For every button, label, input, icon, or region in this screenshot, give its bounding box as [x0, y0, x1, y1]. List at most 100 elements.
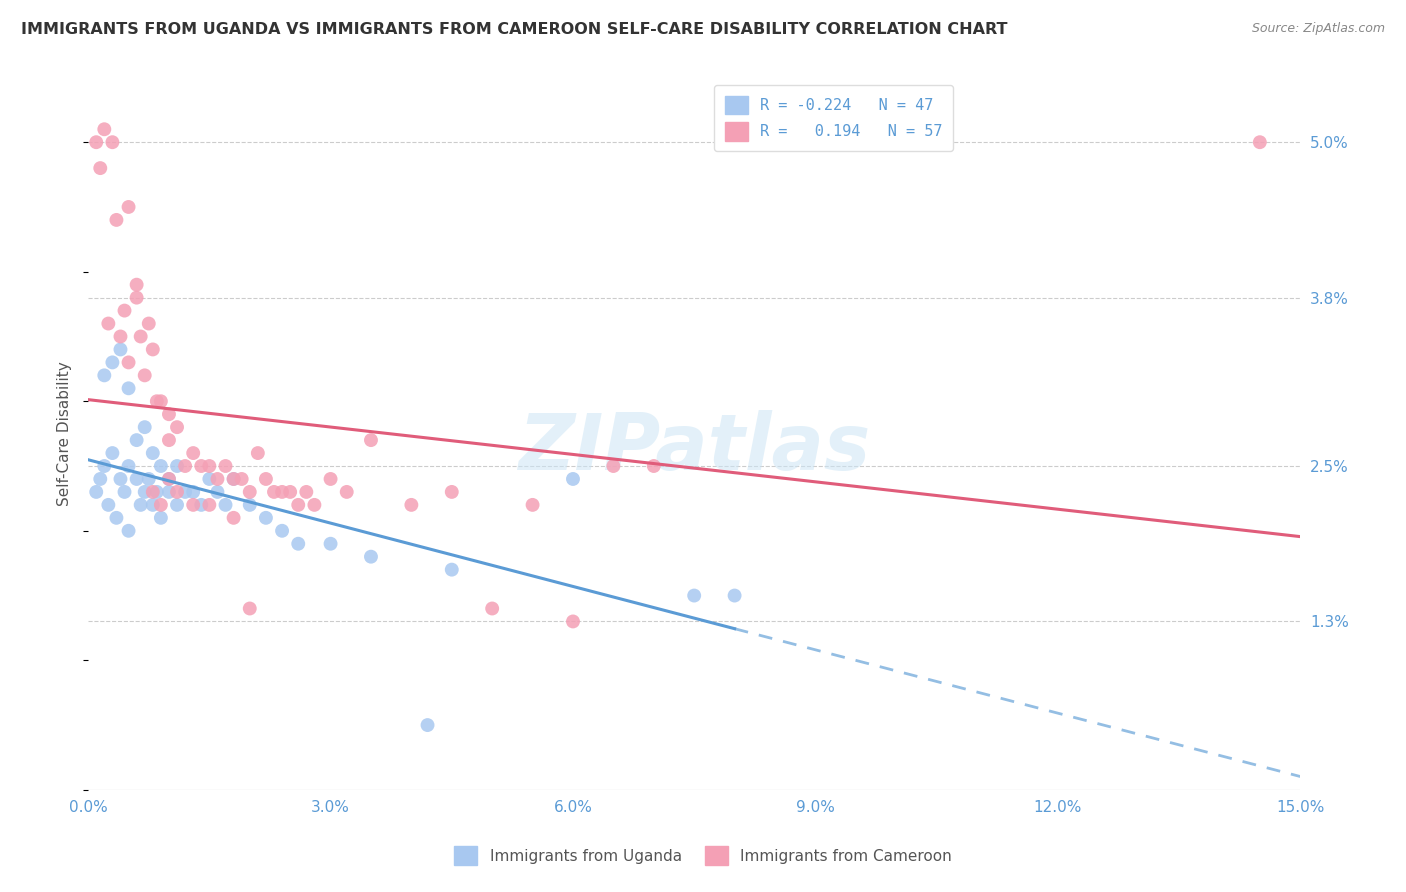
Point — [110, 472, 132, 486]
Point — [166, 420, 188, 434]
Point — [481, 601, 503, 615]
Point — [146, 484, 169, 499]
Point — [101, 135, 124, 149]
Point — [110, 343, 132, 357]
Point — [146, 394, 169, 409]
Point — [198, 472, 221, 486]
Point — [271, 524, 294, 538]
Point — [134, 420, 156, 434]
Point — [117, 381, 139, 395]
Point — [97, 498, 120, 512]
Point — [157, 407, 180, 421]
Point — [101, 355, 124, 369]
Point — [222, 472, 245, 486]
Point — [190, 498, 212, 512]
Point — [117, 524, 139, 538]
Text: Source: ZipAtlas.com: Source: ZipAtlas.com — [1251, 22, 1385, 36]
Point — [254, 511, 277, 525]
Point — [149, 498, 172, 512]
Point — [89, 161, 111, 175]
Point — [360, 549, 382, 564]
Point — [149, 511, 172, 525]
Point — [149, 394, 172, 409]
Text: IMMIGRANTS FROM UGANDA VS IMMIGRANTS FROM CAMEROON SELF-CARE DISABILITY CORRELAT: IMMIGRANTS FROM UGANDA VS IMMIGRANTS FRO… — [21, 22, 1008, 37]
Point — [93, 368, 115, 383]
Point — [336, 484, 359, 499]
Point — [239, 601, 262, 615]
Point — [157, 472, 180, 486]
Point — [84, 135, 107, 149]
Point — [287, 498, 309, 512]
Point — [198, 458, 221, 473]
Point — [181, 498, 204, 512]
Y-axis label: Self-Care Disability: Self-Care Disability — [58, 361, 72, 506]
Point — [207, 472, 229, 486]
Point — [222, 511, 245, 525]
Point — [129, 329, 152, 343]
Point — [287, 537, 309, 551]
Point — [304, 498, 326, 512]
Point — [117, 458, 139, 473]
Point — [263, 484, 285, 499]
Point — [105, 213, 128, 227]
Point — [110, 329, 132, 343]
Point — [254, 472, 277, 486]
Point — [239, 498, 262, 512]
Point — [157, 472, 180, 486]
Point — [142, 446, 165, 460]
Point — [207, 484, 229, 499]
Point — [93, 458, 115, 473]
Point — [105, 511, 128, 525]
Point — [319, 472, 342, 486]
Point — [222, 472, 245, 486]
Text: ZIPatlas: ZIPatlas — [517, 410, 870, 486]
Point — [166, 484, 188, 499]
Point — [174, 484, 197, 499]
Point — [117, 355, 139, 369]
Point — [125, 277, 148, 292]
Point — [522, 498, 544, 512]
Point — [89, 472, 111, 486]
Point — [602, 458, 624, 473]
Point — [198, 498, 221, 512]
Point — [562, 615, 585, 629]
Point — [239, 484, 262, 499]
Point — [416, 718, 439, 732]
Point — [125, 291, 148, 305]
Point — [84, 484, 107, 499]
Point — [125, 433, 148, 447]
Point — [114, 303, 136, 318]
Point — [723, 589, 745, 603]
Point — [134, 368, 156, 383]
Point — [114, 484, 136, 499]
Point — [97, 317, 120, 331]
Point — [142, 343, 165, 357]
Point — [1249, 135, 1271, 149]
Point — [278, 484, 301, 499]
Point — [142, 498, 165, 512]
Point — [231, 472, 253, 486]
Legend: R = -0.224   N = 47, R =   0.194   N = 57: R = -0.224 N = 47, R = 0.194 N = 57 — [714, 85, 953, 152]
Point — [683, 589, 706, 603]
Point — [166, 498, 188, 512]
Point — [174, 458, 197, 473]
Point — [360, 433, 382, 447]
Point — [401, 498, 423, 512]
Point — [181, 484, 204, 499]
Point — [295, 484, 318, 499]
Point — [157, 433, 180, 447]
Point — [157, 484, 180, 499]
Point — [129, 498, 152, 512]
Point — [117, 200, 139, 214]
Point — [246, 446, 269, 460]
Point — [440, 484, 463, 499]
Point — [142, 484, 165, 499]
Point — [166, 458, 188, 473]
Point — [134, 484, 156, 499]
Point — [101, 446, 124, 460]
Point — [138, 472, 160, 486]
Point — [138, 317, 160, 331]
Point — [93, 122, 115, 136]
Point — [643, 458, 665, 473]
Point — [319, 537, 342, 551]
